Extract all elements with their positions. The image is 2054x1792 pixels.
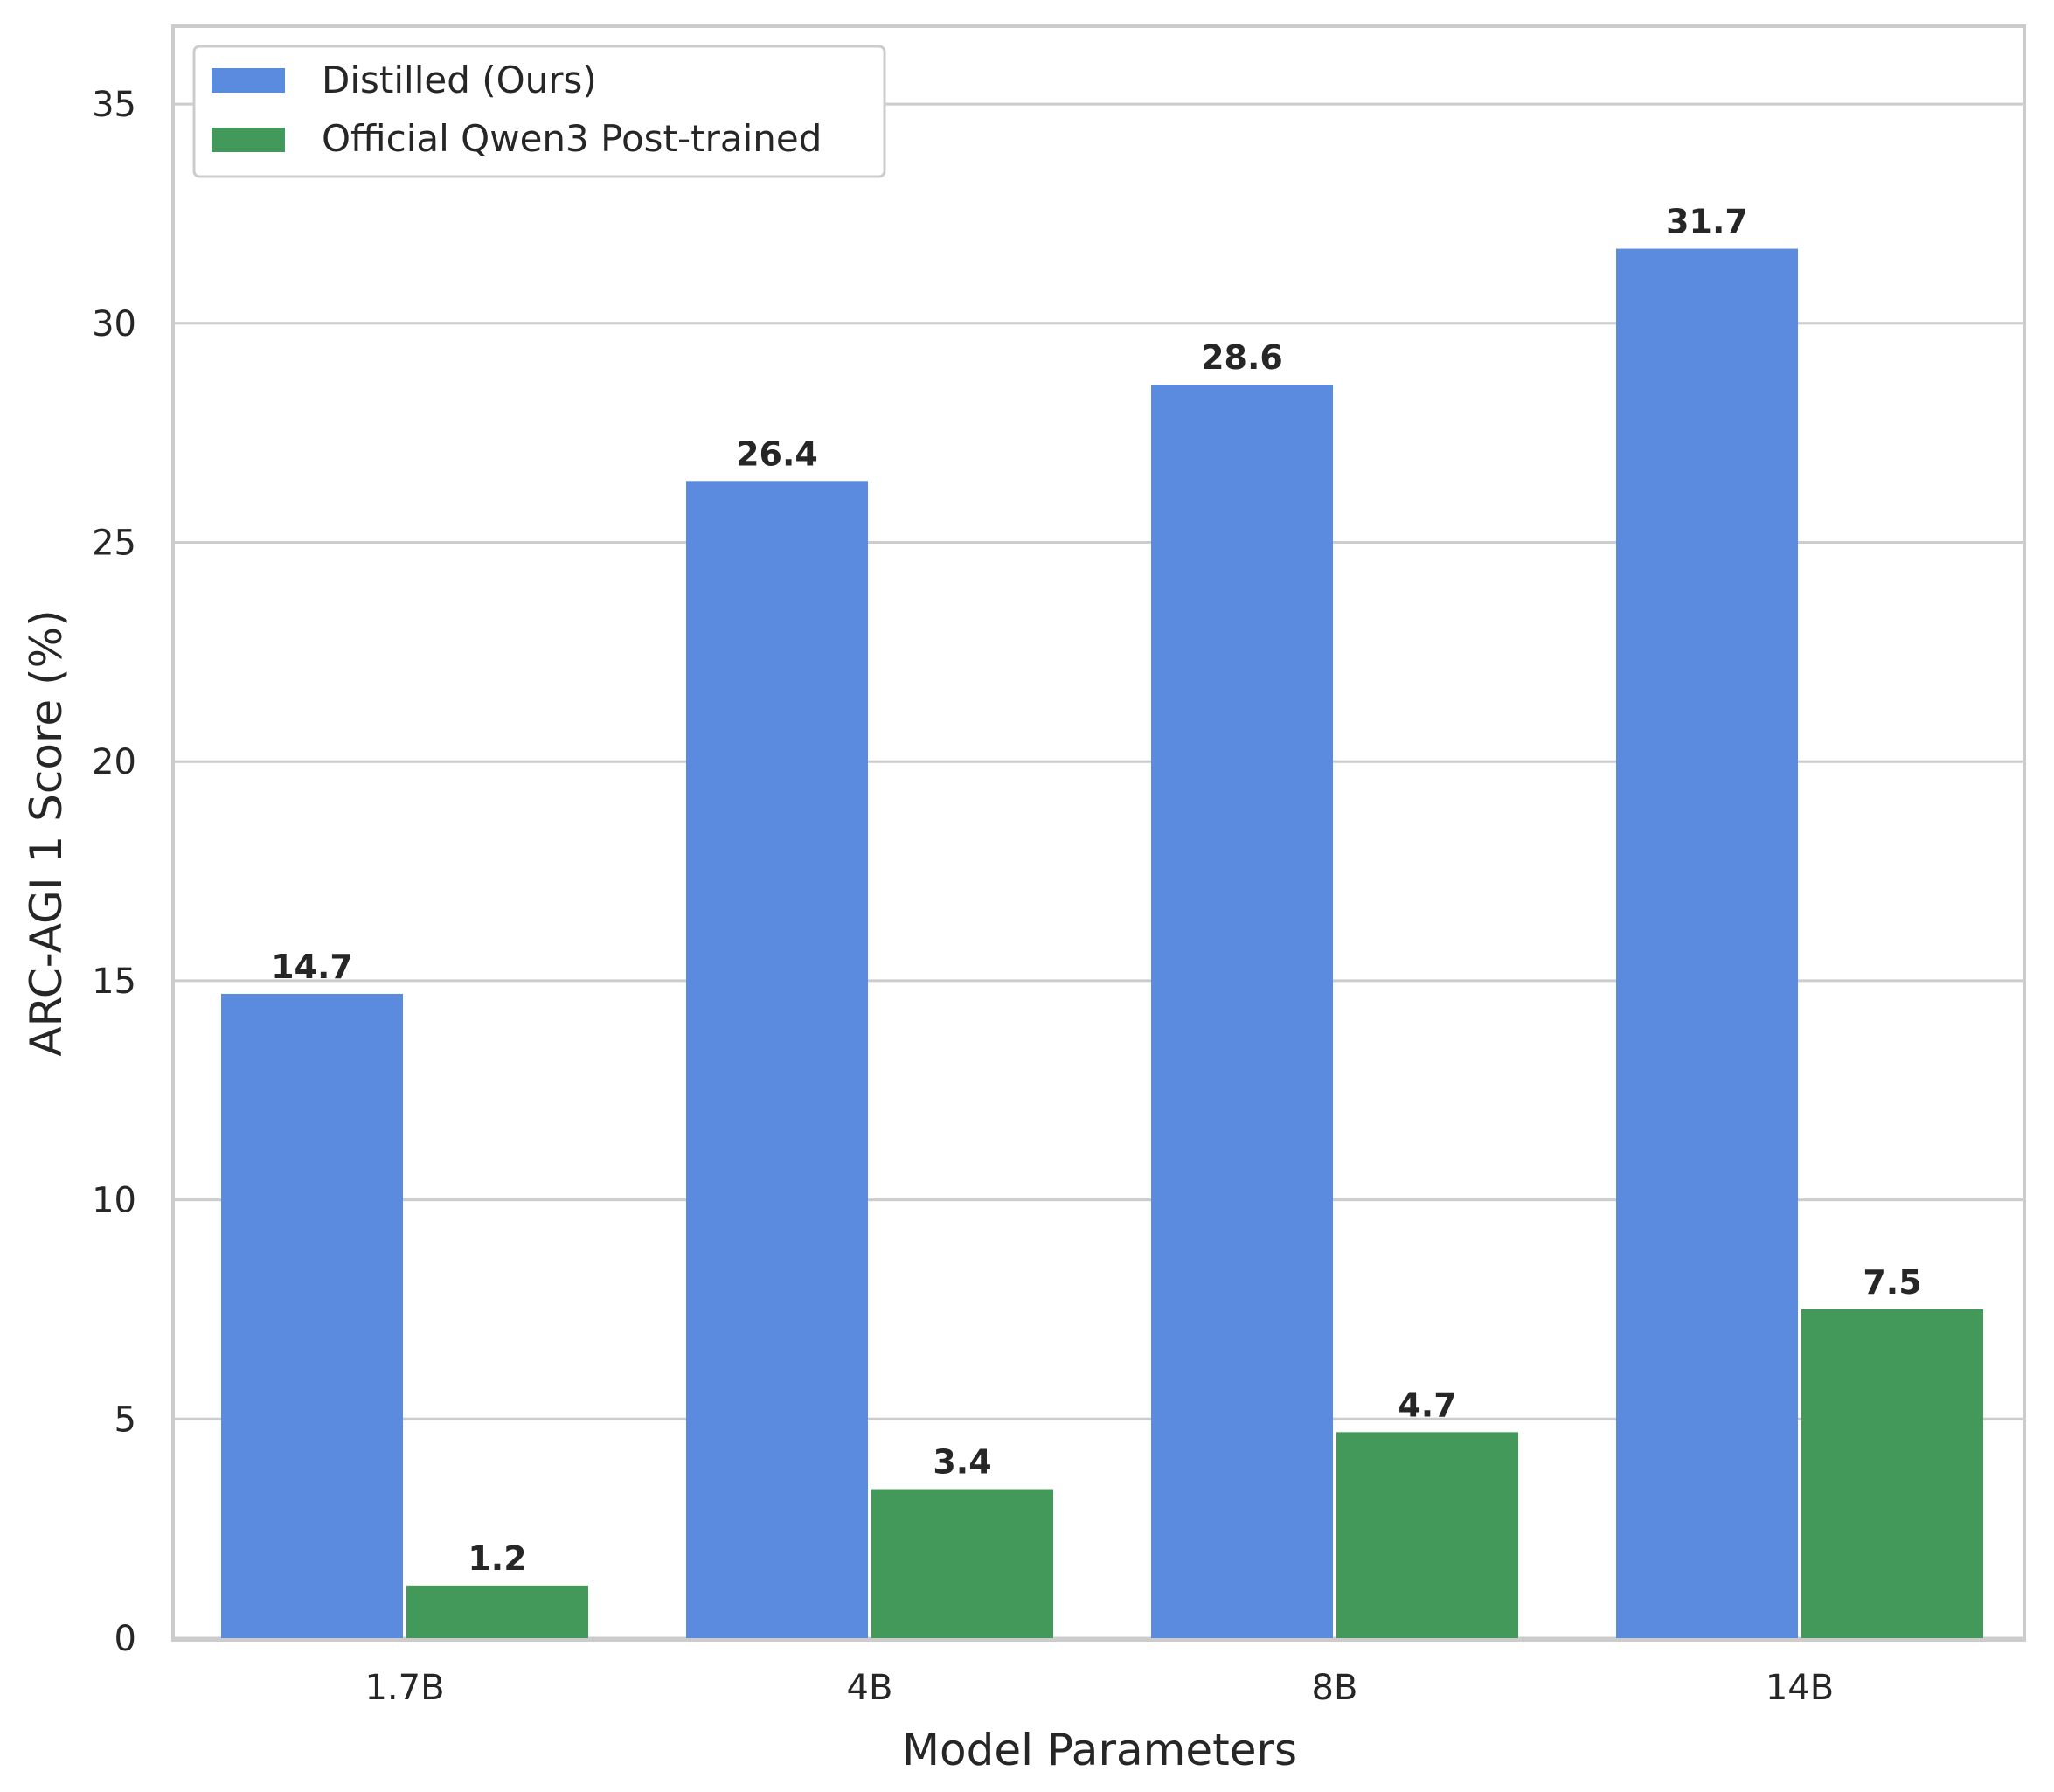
bar-value-labels: 14.7 1.2 26.4 3.4 28.6 4.7 31.7 7.5 (271, 203, 1922, 1578)
y-tick-label-25: 25 (92, 524, 136, 564)
legend-swatch-official-qwen3 (212, 128, 285, 152)
x-tick-label-1-7b: 1.7B (364, 1668, 444, 1708)
bar-official-qwen3-14b (1801, 1309, 1983, 1638)
y-tick-label-0: 0 (114, 1619, 136, 1659)
value-label-distilled-14b: 31.7 (1666, 203, 1748, 241)
value-label-distilled-8b: 28.6 (1201, 338, 1283, 377)
y-axis-title: ARC-AGI 1 Score (%) (21, 609, 72, 1056)
legend-label-official-qwen3: Official Qwen3 Post-trained (322, 117, 822, 160)
bars (221, 248, 1983, 1639)
value-label-official-qwen3-14b: 7.5 (1863, 1263, 1921, 1302)
value-label-official-qwen3-4b: 3.4 (933, 1443, 991, 1482)
bar-distilled-8b (1151, 384, 1333, 1639)
y-tick-labels: 0 5 10 15 20 25 30 35 (92, 85, 136, 1659)
plot-frame (171, 24, 2026, 1642)
y-tick-label-35: 35 (92, 85, 136, 125)
legend: Distilled (Ours) Official Qwen3 Post-tra… (192, 45, 886, 178)
legend-label-distilled: Distilled (Ours) (322, 59, 597, 101)
bar-distilled-4b (686, 481, 868, 1639)
legend-swatch-distilled (212, 68, 285, 93)
bar-official-qwen3-1-7b (406, 1585, 588, 1638)
value-label-official-qwen3-8b: 4.7 (1398, 1386, 1456, 1424)
legend-box (192, 45, 886, 178)
value-label-distilled-4b: 26.4 (736, 434, 818, 473)
y-tick-label-20: 20 (92, 742, 136, 782)
x-tick-label-14b: 14B (1766, 1668, 1834, 1708)
bar-official-qwen3-8b (1336, 1432, 1518, 1638)
x-tick-labels: 1.7B 4B 8B 14B (364, 1668, 1834, 1708)
y-tick-label-10: 10 (92, 1181, 136, 1221)
y-tick-label-5: 5 (114, 1400, 136, 1440)
x-tick-label-8b: 8B (1312, 1668, 1358, 1708)
bar-distilled-1-7b (221, 993, 403, 1638)
value-label-official-qwen3-1-7b: 1.2 (468, 1539, 526, 1578)
bar-distilled-14b (1616, 248, 1798, 1638)
x-axis-title: Model Parameters (902, 1725, 1297, 1775)
bar-official-qwen3-4b (871, 1489, 1053, 1638)
y-tick-label-15: 15 (92, 962, 136, 1002)
x-tick-label-4b: 4B (847, 1668, 893, 1708)
y-tick-label-30: 30 (92, 304, 136, 344)
value-label-distilled-1-7b: 14.7 (271, 948, 353, 986)
